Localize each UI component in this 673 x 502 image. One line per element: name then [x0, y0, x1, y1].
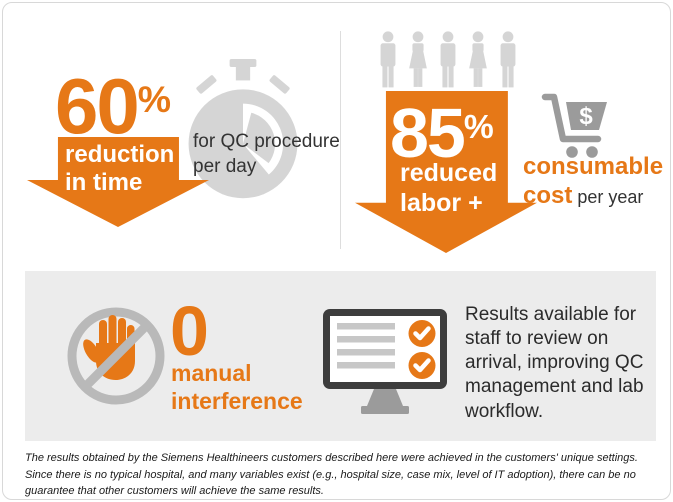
stat-time-value: 60%: [55, 67, 171, 145]
person-man-icon: [380, 31, 396, 88]
stat-labor-number: 85: [390, 94, 466, 172]
person-man-icon: [440, 31, 456, 88]
reduction-line1: reduction: [65, 141, 175, 168]
disclaimer-text: The results obtained by the Siemens Heal…: [25, 452, 638, 497]
cost-caption-line1: consumable: [523, 153, 664, 180]
stat-zero-value: 0: [170, 296, 209, 366]
cost-word: cost: [523, 181, 573, 209]
zero-label-line1: manual: [171, 360, 252, 386]
no-hand-icon: [67, 307, 165, 405]
results-description: Results available for staff to review on…: [465, 304, 644, 422]
stat-labor-percent: %: [463, 109, 494, 147]
monitor-checklist-icon: [323, 309, 447, 414]
stat-time-number: 60: [55, 62, 140, 150]
time-caption-line1: for QC procedure: [193, 131, 340, 152]
cost-caption-line2: cost per year: [523, 182, 663, 211]
vertical-divider: [340, 31, 341, 249]
zero-label: manual interference: [171, 360, 303, 415]
person-man-icon: [500, 31, 516, 88]
zero-label-line2: interference: [171, 387, 303, 414]
cost-caption: consumable cost per year: [523, 153, 663, 211]
labor-arrow-label: reduced labor +: [400, 159, 497, 218]
time-caption-line2: per day: [193, 155, 257, 177]
person-woman-icon: [469, 31, 487, 87]
person-woman-icon: [409, 31, 427, 87]
reduction-arrow-label: reduction in time: [65, 141, 174, 198]
stat-time-percent: %: [137, 78, 172, 121]
stopwatch-icon: [188, 59, 298, 199]
stat-labor-value: 85%: [390, 98, 494, 168]
labor-line2: labor +: [400, 188, 483, 217]
time-caption: for QC procedure per day: [193, 130, 340, 179]
reduction-line2: in time: [65, 169, 143, 197]
zero-number: 0: [170, 292, 209, 370]
people-group-icon: [375, 29, 521, 91]
shopping-cart-dollar-icon: $: [541, 93, 607, 158]
dollar-symbol: $: [579, 103, 593, 130]
labor-line1: reduced: [400, 159, 498, 187]
per-year-suffix: per year: [572, 186, 644, 207]
